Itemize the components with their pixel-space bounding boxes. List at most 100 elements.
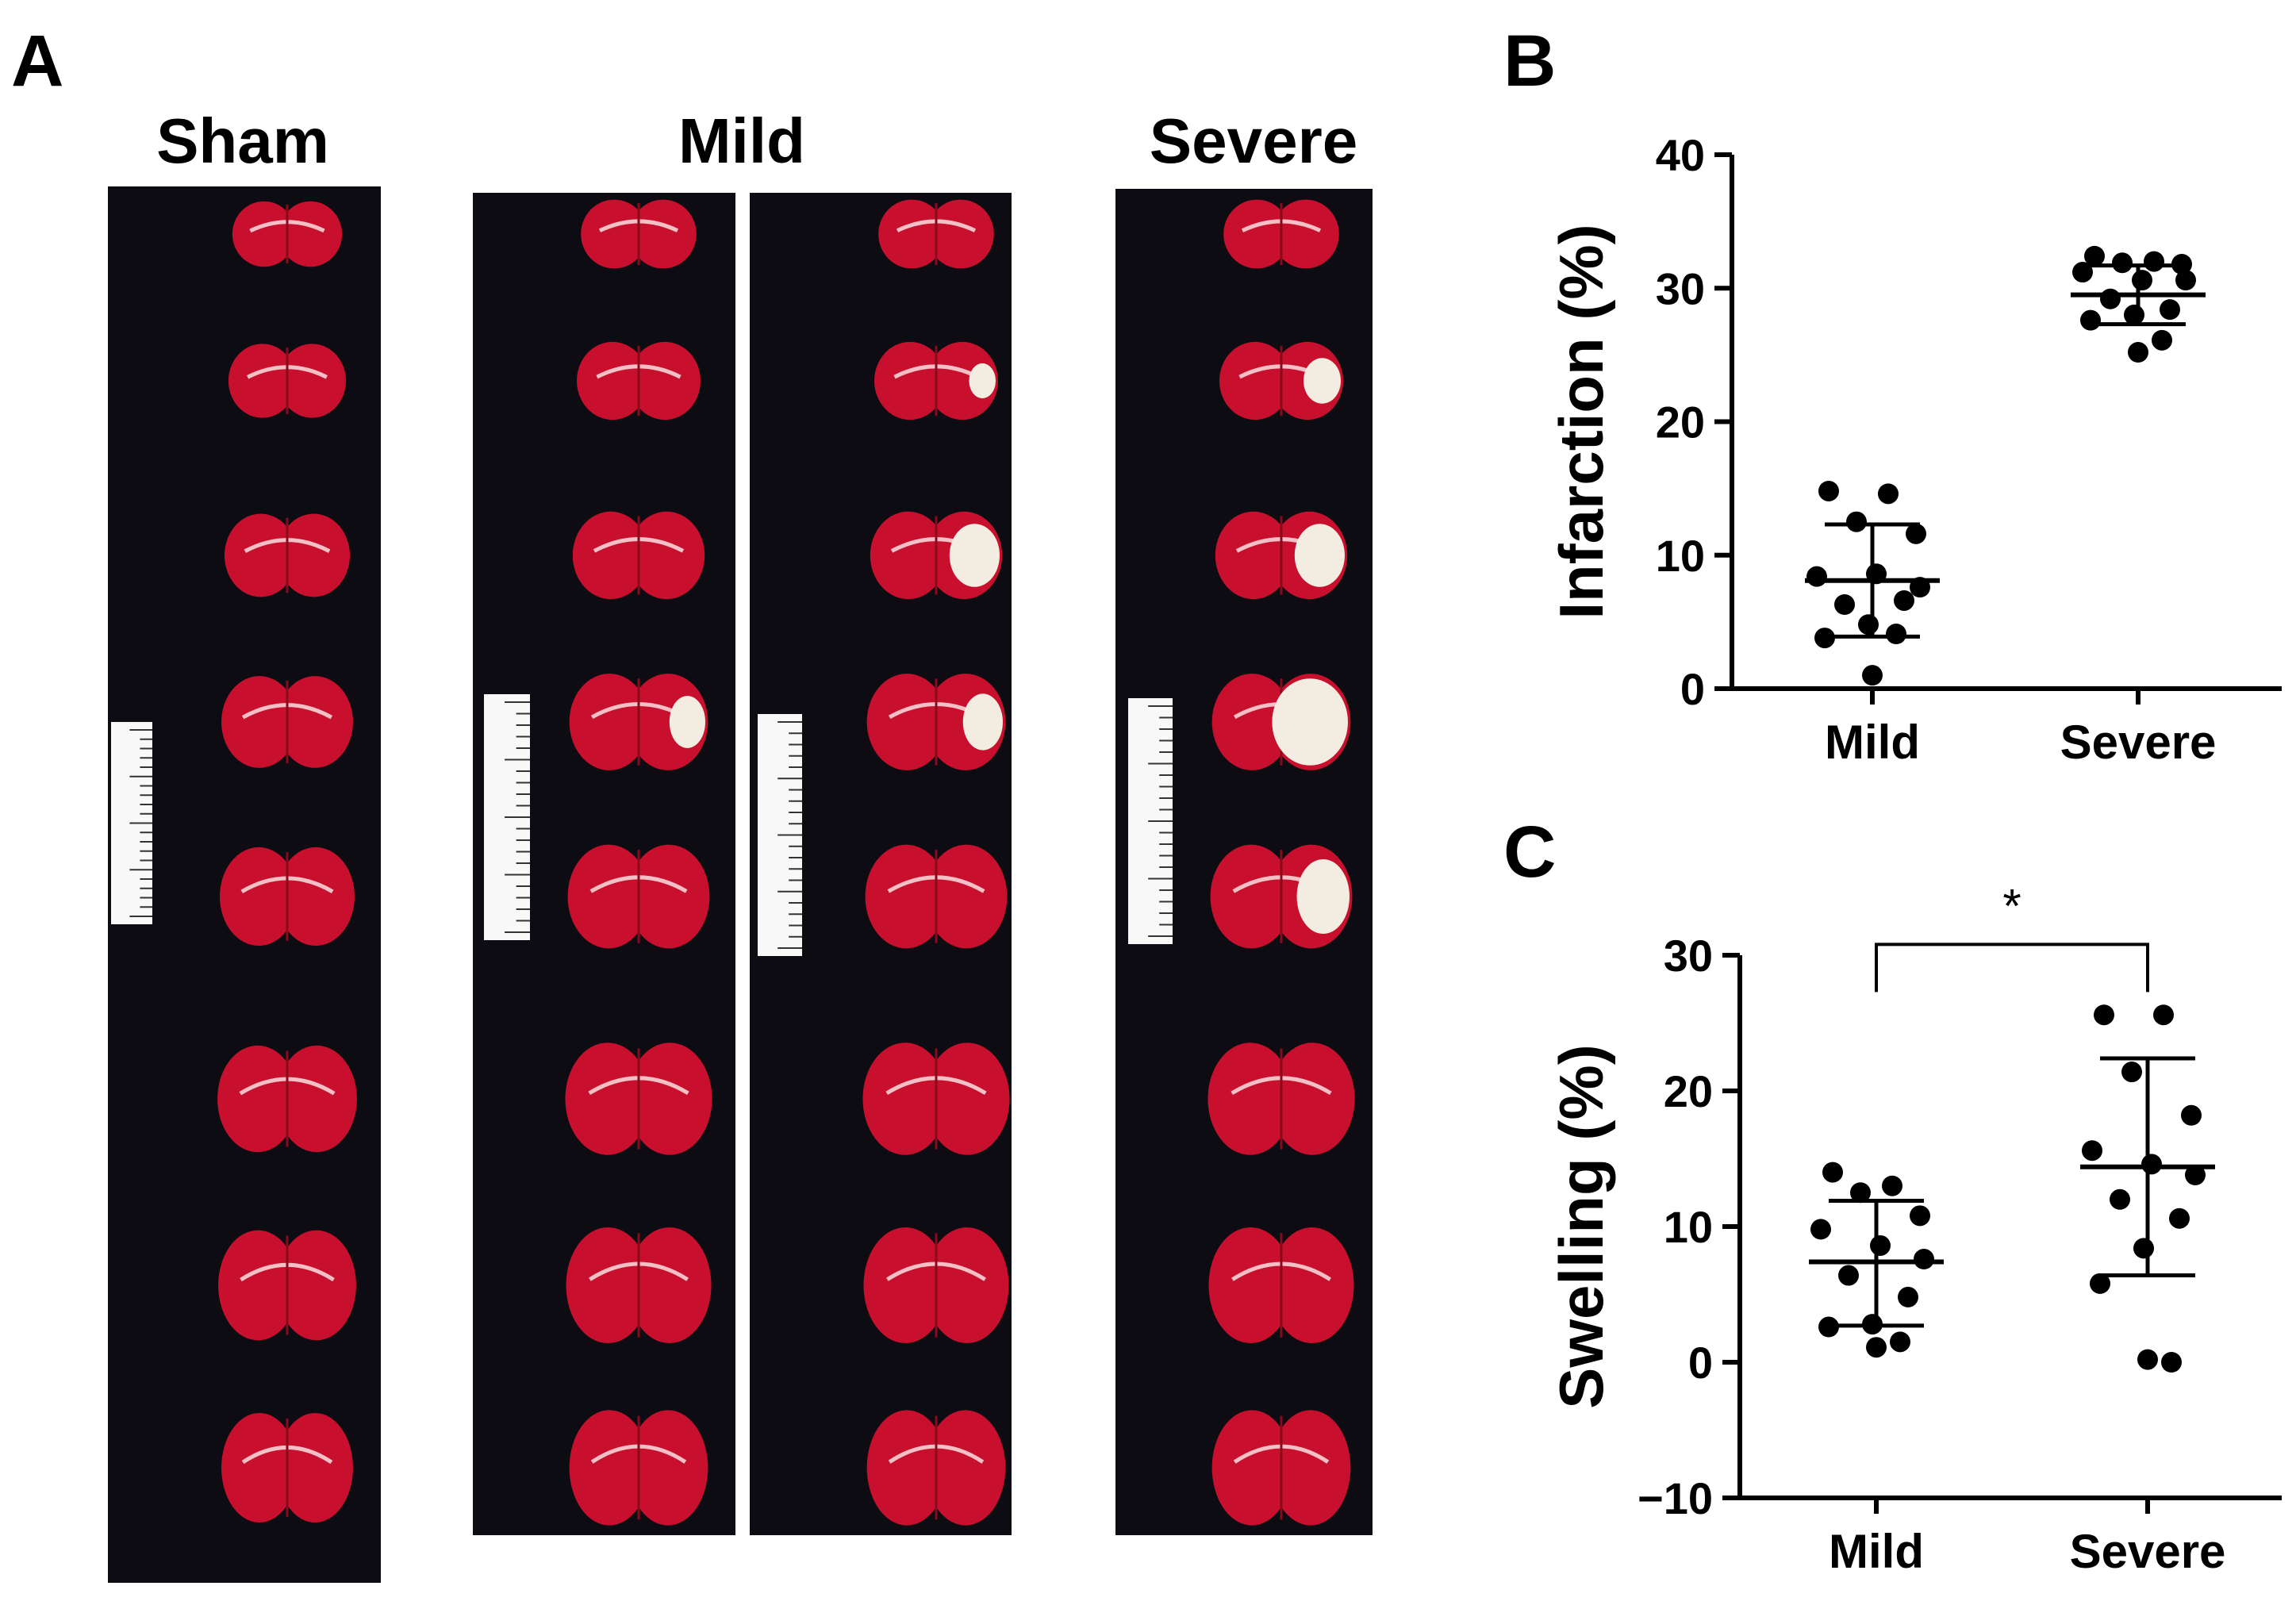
data-point [2080,309,2101,331]
hemisphere-right [278,201,343,267]
brain-slice [577,341,701,420]
data-point [1858,614,1879,635]
hemisphere-left [221,1412,298,1523]
data-point [2137,1349,2158,1370]
hemisphere-left [1208,1227,1293,1344]
hemisphere-left [1215,511,1292,600]
brain-slice [1208,1042,1355,1155]
hemisphere-right [629,199,697,269]
hemisphere-right [276,847,355,946]
data-point [2152,329,2172,351]
brain-slice [863,1227,1009,1344]
hemisphere-right [925,844,1008,949]
infarct-region [1296,858,1350,935]
series-severe [2071,245,2206,363]
hemisphere-left [1211,1410,1292,1526]
y-tick-label: 30 [1656,263,1705,313]
hemisphere-right [1272,199,1339,269]
slice-strip [750,193,1012,1535]
brain-slice [220,847,355,946]
hemisphere-left [217,1045,298,1153]
slice-strip [1115,189,1373,1535]
y-tick-label: 10 [1664,1202,1713,1252]
hemisphere-left [220,847,298,946]
data-point [1822,1162,1843,1183]
brain-slice [1215,511,1348,600]
hemisphere-left [224,513,298,597]
infarction-plot: 0 10 20 30 40 Mild Severe Infarction (%) [1546,130,2282,769]
x-category-label: Mild [1825,716,1920,769]
hemisphere-right [1269,1042,1355,1155]
data-point [2110,1188,2130,1210]
brain-slice [218,1230,356,1341]
brain-slice [228,344,347,418]
hemisphere-right [1269,1227,1354,1344]
hemisphere-right [628,1410,708,1526]
infarct-region [1303,358,1341,404]
data-point [2141,1154,2162,1175]
brain-slice [221,676,353,768]
y-tick-label: 20 [1664,1066,1713,1116]
group-title-sham: Sham [156,106,329,176]
brain-slice [569,674,708,770]
brain-slice [221,1412,353,1523]
hemisphere-left [228,344,297,418]
brain-slice [569,1410,708,1526]
data-point [2133,1238,2154,1259]
hemisphere-left [569,674,650,770]
brain-slice [1208,1227,1354,1344]
brain-slice [874,341,998,420]
hemisphere-left [577,341,648,420]
hemisphere-left [1223,199,1291,269]
swelling-plot: −10 0 10 20 30 Mild Severe Swelling (%) * [1546,879,2282,1578]
series-mild [1809,1162,1944,1358]
data-point [1866,1337,1887,1358]
data-point [2090,1273,2110,1294]
infarct-region [1272,678,1348,766]
brain-slice [1210,844,1353,949]
hemisphere-left [874,341,946,420]
hemisphere-left [1208,1042,1293,1155]
data-point [2128,342,2148,363]
brain-slice [866,674,1006,770]
panel-c-letter: C [1503,812,1556,893]
hemisphere-right [276,1230,356,1341]
brain-slice [878,199,994,269]
series-mild [1805,480,1940,686]
hemisphere-left [581,199,648,269]
hemisphere-right [927,199,994,269]
x-category-label: Severe [2060,716,2217,769]
hemisphere-right [924,1227,1009,1344]
panel-b-infarction-chart: B 0 10 20 30 40 Mild Severe Infarction (%) [1503,21,2282,769]
hemisphere-left [565,1042,651,1155]
y-tick-label: 10 [1656,531,1705,581]
y-axis-title: Infarction (%) [1546,224,1616,619]
slice-strip [473,193,735,1535]
data-point [2153,1004,2174,1026]
hemisphere-right [277,676,353,768]
data-point [1810,1219,1831,1240]
data-point [1806,566,1827,587]
hemisphere-right [627,1227,712,1344]
data-point [1914,1249,1934,1270]
data-point [1846,511,1867,532]
panel-a-letter: A [11,21,63,102]
hemisphere-left [862,1042,948,1155]
data-point [1878,483,1899,505]
data-point [2100,288,2121,309]
brain-slice [866,1410,1006,1526]
hemisphere-left [218,1230,298,1341]
data-point [2185,1165,2206,1186]
panel-c-swelling-chart: C −10 0 10 20 30 Mild Severe Swelling (%) * [1503,812,2282,1578]
infarct-region [949,524,1000,587]
data-point [2094,1004,2114,1026]
data-point [2132,270,2152,291]
hemisphere-right [629,341,701,420]
x-category-label: Mild [1829,1525,1924,1578]
hemisphere-right [627,1042,712,1155]
data-point [2169,1208,2190,1229]
data-point [1898,1286,1918,1307]
hemisphere-left [221,676,298,768]
panel-a-brain-slices: A Sham Mild Severe [11,21,1373,1583]
hemisphere-left [567,844,650,949]
